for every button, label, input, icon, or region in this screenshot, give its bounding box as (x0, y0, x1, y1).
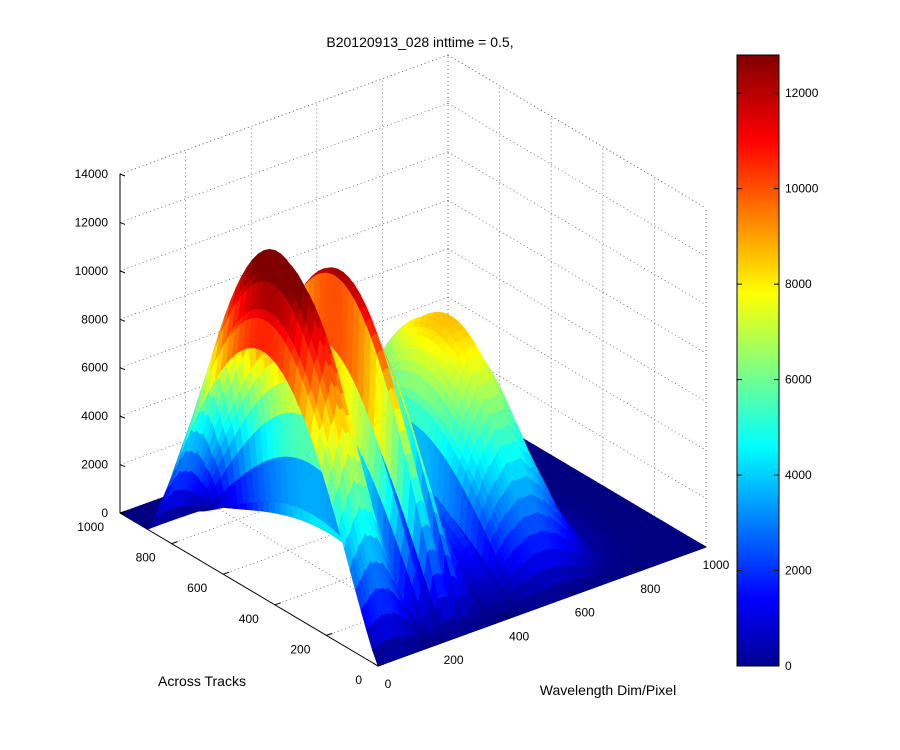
surface-mesh (119, 249, 707, 667)
chart-title: B20120913_028 inttime = 0.5, (326, 34, 513, 50)
